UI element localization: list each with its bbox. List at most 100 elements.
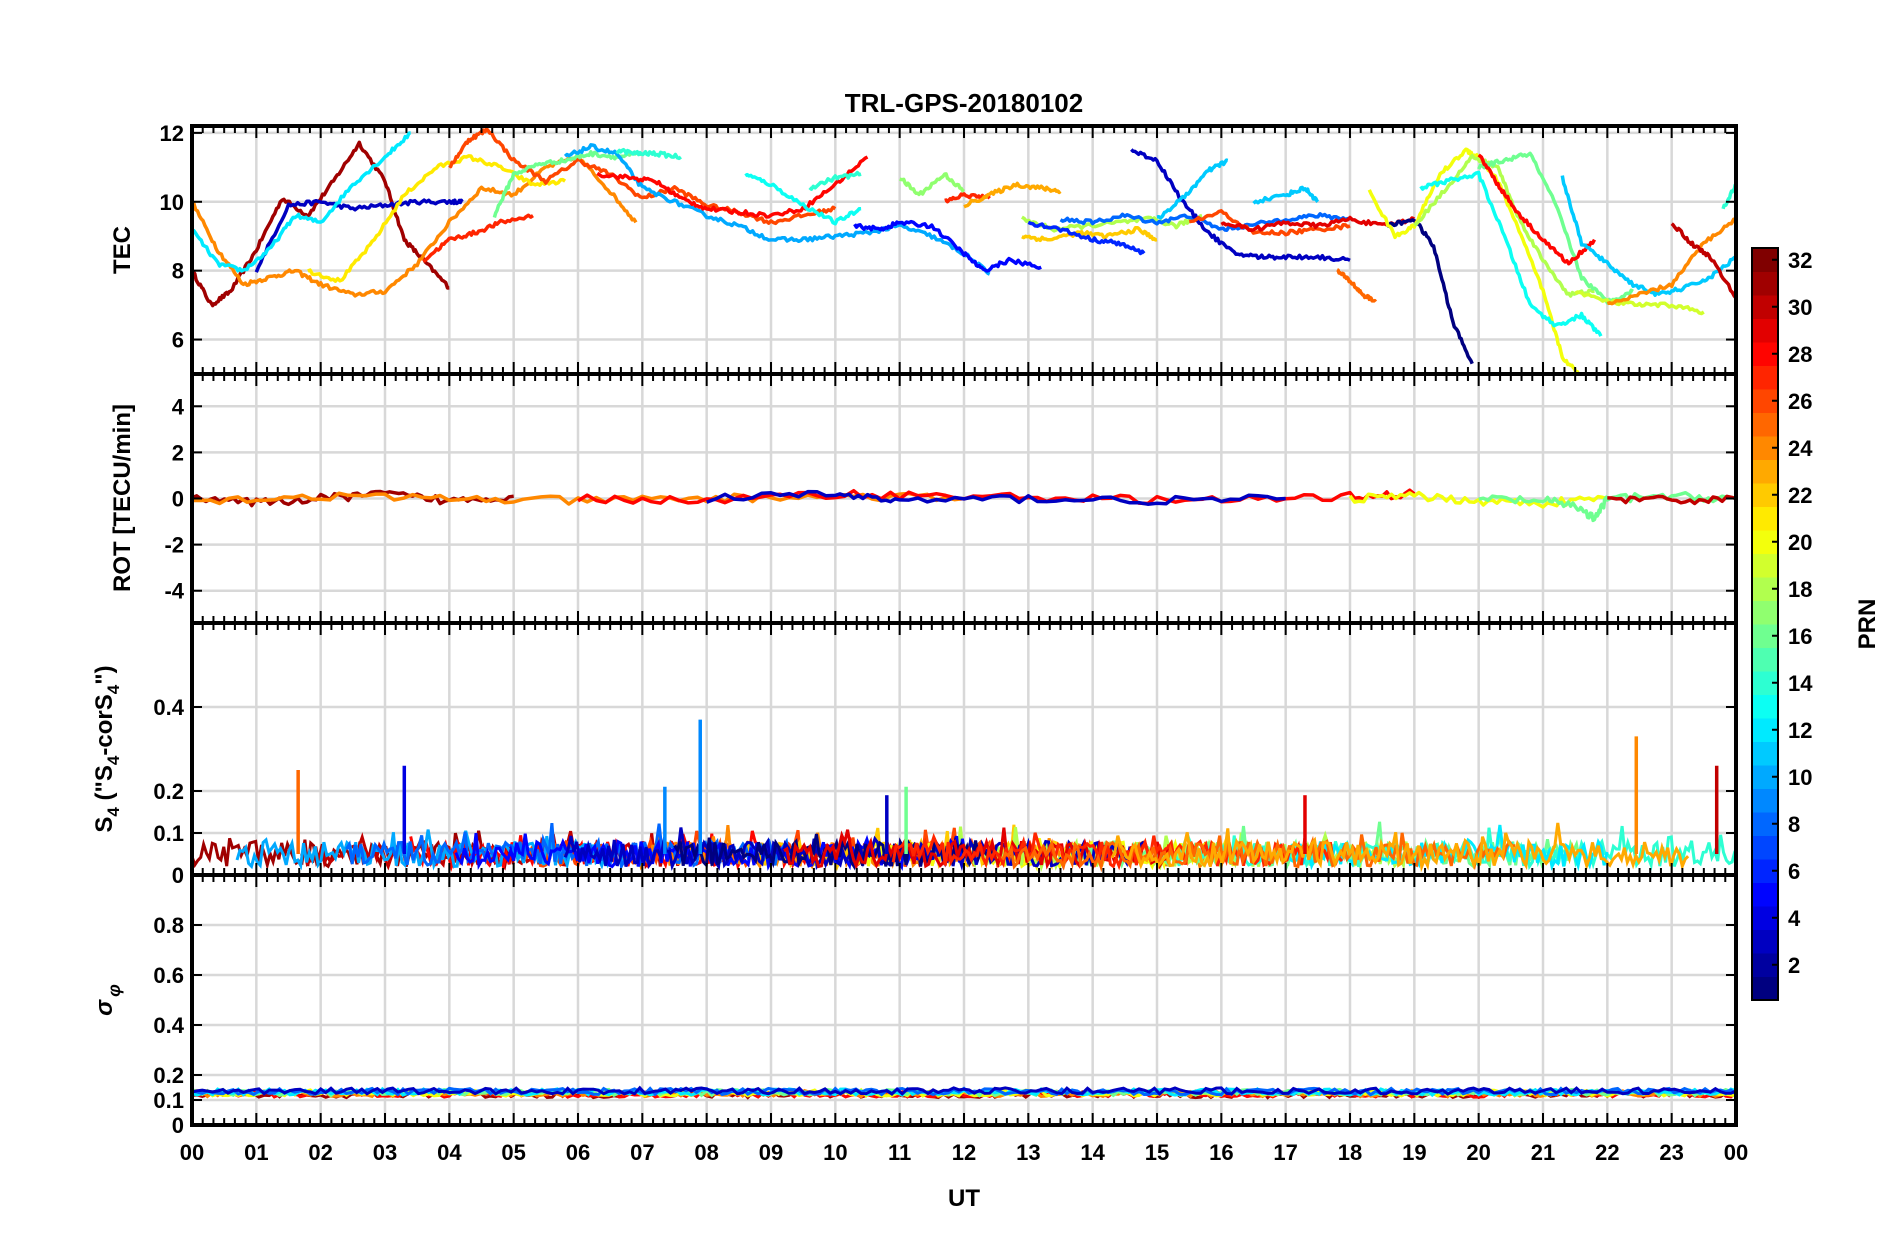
- colorbar-tick-label: 24: [1788, 436, 1813, 461]
- panel-ROT: -4 -2 0 2 4: [164, 372, 1738, 625]
- colorbar-label: PRN: [1854, 599, 1881, 650]
- y-tick-label: 0.8: [153, 913, 184, 938]
- x-tick-label: 15: [1145, 1140, 1169, 1165]
- colorbar-swatch: [1752, 600, 1778, 625]
- series-line-prn-21: [307, 154, 567, 283]
- colorbar-swatch: [1752, 835, 1778, 860]
- x-tick-label: 23: [1659, 1140, 1683, 1165]
- x-tick-label: 04: [437, 1140, 462, 1165]
- series-line-prn-26: [448, 127, 837, 226]
- x-tick-label: 20: [1466, 1140, 1490, 1165]
- x-tick-label: 11: [888, 1140, 911, 1165]
- series-line-prn-31: [192, 140, 450, 308]
- colorbar-tick-label: 30: [1788, 295, 1812, 320]
- chart-title: TRL-GPS-20180102: [845, 88, 1083, 118]
- colorbar-tick-label: 16: [1788, 624, 1812, 649]
- colorbar-swatch: [1752, 741, 1778, 766]
- series-line-prn-20: [1367, 147, 1582, 374]
- series-group: [192, 488, 1736, 523]
- series-line-prn-30: [1670, 222, 1736, 300]
- colorbar-swatch: [1752, 882, 1778, 907]
- series-line-prn-13: [744, 172, 862, 226]
- series-line-prn-10: [563, 143, 991, 276]
- y-label-tec: TEC: [109, 226, 136, 274]
- x-tick-label: 00: [1724, 1140, 1748, 1165]
- y-tick-label: -4: [164, 579, 184, 604]
- series-group: [192, 719, 1736, 873]
- colorbar-swatch: [1752, 694, 1778, 719]
- series-group: [192, 1085, 1736, 1100]
- colorbar-tick-label: 26: [1788, 389, 1812, 414]
- y-tick-label: 10: [160, 190, 184, 215]
- x-axis-label: UT: [948, 1185, 980, 1212]
- sigma-trace-prn-28: [192, 1088, 1736, 1099]
- colorbar-tick-label: 18: [1788, 577, 1812, 602]
- y-tick-label: 4: [172, 394, 185, 419]
- series-line-prn-17: [899, 172, 965, 197]
- series-line-prn-11: [1560, 175, 1736, 297]
- colorbar-swatch: [1752, 506, 1778, 531]
- y-tick-label: 0.4: [153, 1013, 184, 1038]
- series-line-prn-14: [615, 147, 682, 161]
- colorbar-tick-label: 14: [1788, 671, 1813, 696]
- colorbar-tick-label: 8: [1788, 812, 1800, 837]
- colorbar-tick-label: 32: [1788, 248, 1812, 273]
- y-tick-label: 0.1: [153, 1088, 184, 1113]
- series-line-prn-24: [1606, 217, 1736, 306]
- x-tick-label: 06: [566, 1140, 590, 1165]
- colorbar-tick-label: 12: [1788, 718, 1812, 743]
- panel-S4: 0 0.1 0.2 0.4: [153, 621, 1738, 888]
- y-tick-label: 0: [172, 863, 184, 888]
- colorbar-swatch: [1752, 929, 1778, 954]
- series-line-prn-18: [1413, 153, 1595, 298]
- colorbar-swatch: [1752, 271, 1778, 296]
- y-tick-label: -2: [164, 533, 184, 558]
- colorbar-frame: [1751, 247, 1779, 1001]
- colorbar-tick-label: 22: [1788, 483, 1812, 508]
- y-tick-label: 6: [172, 328, 184, 353]
- series-line-prn-24: [192, 153, 638, 298]
- colorbar-swatch: [1752, 318, 1778, 343]
- panel-sigma_phi: 00.10.2 0.4 0.6 0.8: [153, 873, 1738, 1138]
- y-tick-label: 0: [172, 1113, 184, 1138]
- series-line-prn-3: [706, 489, 1286, 506]
- y-tick-label: 8: [172, 259, 184, 284]
- series-line-prn-13: [1419, 170, 1603, 337]
- series-line-prn-25: [1336, 268, 1378, 303]
- x-tick-label: 19: [1402, 1140, 1426, 1165]
- y-label-rot: ROT [TECU/min]: [109, 404, 136, 592]
- colorbar-swatch: [1752, 553, 1778, 578]
- series-line-prn-20: [1348, 490, 1608, 509]
- series-line-prn-27: [422, 213, 534, 263]
- series-line-prn-18: [1020, 213, 1203, 233]
- colorbar-swatch: [1752, 976, 1778, 1001]
- series-line-prn-22: [1021, 226, 1158, 243]
- series-group: [192, 127, 1736, 374]
- series-line-prn-19: [1574, 290, 1705, 316]
- series-line-prn-27: [944, 192, 991, 204]
- x-tick-label: 10: [823, 1140, 847, 1165]
- x-tick-label: 14: [1080, 1140, 1105, 1165]
- s4-trace-prn-1: [673, 833, 996, 871]
- colorbar: 32 30 28 26 24 22 20 18 16 14 12 10 8 6 4 2 PRN: [1751, 247, 1881, 1001]
- series-line-prn-3: [254, 198, 464, 273]
- x-tick-label: 08: [694, 1140, 718, 1165]
- series-line-prn-29: [1220, 215, 1415, 233]
- colorbar-tick-label: 2: [1788, 953, 1800, 978]
- x-tick-label: 03: [373, 1140, 397, 1165]
- x-tick-label: 17: [1273, 1140, 1297, 1165]
- series-line-prn-1: [1386, 218, 1474, 365]
- series-line-prn-28: [596, 155, 869, 219]
- colorbar-tick-label: 10: [1788, 765, 1812, 790]
- colorbar-swatch: [1752, 647, 1778, 672]
- series-line-prn-26: [1188, 209, 1351, 237]
- y-tick-label: 0: [172, 487, 184, 512]
- y-tick-label: 0.2: [153, 779, 184, 804]
- series-line-prn-6: [1027, 220, 1146, 256]
- series-line-prn-11: [1252, 185, 1320, 205]
- series-line-prn-23: [963, 181, 1062, 209]
- series-line-prn-11: [1156, 158, 1229, 220]
- series-line-prn-5: [853, 219, 1042, 273]
- x-tick-label: 02: [308, 1140, 332, 1165]
